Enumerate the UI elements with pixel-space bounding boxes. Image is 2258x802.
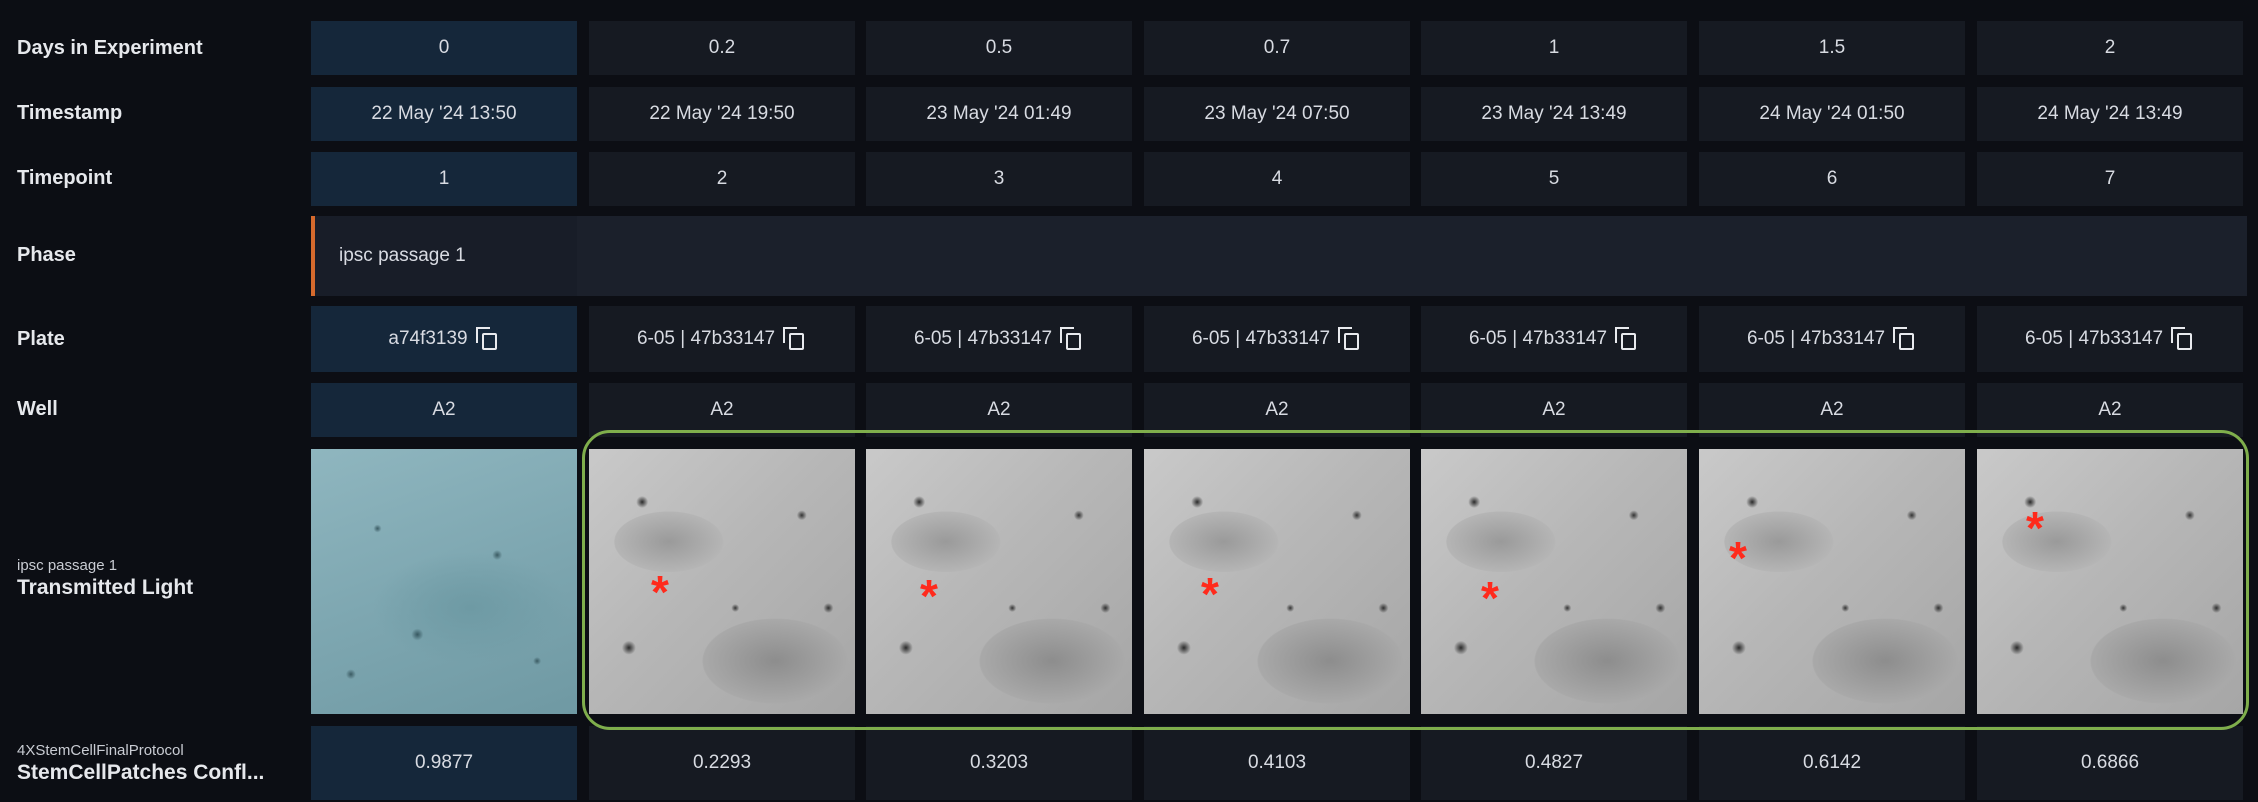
asterisk-marker: * [920,570,938,622]
metric-value-cell: 0.4103 [1144,726,1410,800]
asterisk-marker: * [1201,568,1219,620]
row-label-metric: 4XStemCellFinalProtocol StemCellPatches … [17,742,264,785]
timestamp-cell: 24 May '24 13:49 [1977,87,2243,141]
plate-id: 6-05 | 47b33147 [1191,328,1331,349]
days-cell: 0.7 [1144,21,1410,75]
timestamp-cell: 24 May '24 01:50 [1699,87,1965,141]
well-cell: A2 [866,383,1132,437]
days-cell: 1 [1421,21,1687,75]
transmitted-light-thumbnail[interactable]: * [1421,449,1687,714]
well-cell: A2 [1421,383,1687,437]
metric-value-cell: 0.4827 [1421,726,1687,800]
plate-cell: a74f3139 [311,306,577,372]
copy-icon[interactable] [1893,327,1917,351]
metric-value-cell: 0.9877 [311,726,577,800]
copy-icon[interactable] [1615,327,1639,351]
plate-cell: 6-05 | 47b33147 [1977,306,2243,372]
days-cell: 2 [1977,21,2243,75]
timestamp-cell: 23 May '24 01:49 [866,87,1132,141]
row-label-phase: Phase [17,244,76,266]
plate-cell: 6-05 | 47b33147 [1421,306,1687,372]
well-cell: A2 [589,383,855,437]
transmitted-light-thumbnail[interactable] [311,449,577,714]
plate-id: 6-05 | 47b33147 [2024,328,2164,349]
row-label-plate: Plate [17,328,65,350]
well-cell: A2 [311,383,577,437]
plate-id: a74f3139 [388,328,468,349]
highlight-outline [582,430,2249,730]
timepoint-cell: 7 [1977,152,2243,206]
row-label-well: Well [17,398,58,420]
copy-icon[interactable] [2171,327,2195,351]
days-cell: 1.5 [1699,21,1965,75]
well-cell: A2 [1699,383,1965,437]
timestamp-cell: 23 May '24 13:49 [1421,87,1687,141]
copy-icon[interactable] [783,327,807,351]
days-cell: 0.5 [866,21,1132,75]
plate-id: 6-05 | 47b33147 [636,328,776,349]
copy-icon[interactable] [475,327,500,351]
metric-value-cell: 0.6142 [1699,726,1965,800]
metric-protocol-label: 4XStemCellFinalProtocol [17,742,184,759]
asterisk-marker: * [1729,532,1747,584]
plate-id: 6-05 | 47b33147 [913,328,1053,349]
image-phase-label: ipsc passage 1 [17,557,118,574]
timepoint-cell: 3 [866,152,1132,206]
transmitted-light-thumbnail[interactable]: * [1977,449,2243,714]
transmitted-light-thumbnail[interactable]: * [1144,449,1410,714]
plate-cell: 6-05 | 47b33147 [1144,306,1410,372]
asterisk-marker: * [651,566,669,618]
metric-value-cell: 0.2293 [589,726,855,800]
well-cell: A2 [1977,383,2243,437]
row-label-image: ipsc passage 1 Transmitted Light [17,557,193,600]
timestamp-cell: 22 May '24 13:50 [311,87,577,141]
transmitted-light-thumbnail[interactable]: * [1699,449,1965,714]
plate-cell: 6-05 | 47b33147 [589,306,855,372]
plate-id: 6-05 | 47b33147 [1746,328,1886,349]
timestamp-cell: 23 May '24 07:50 [1144,87,1410,141]
plate-cell: 6-05 | 47b33147 [1699,306,1965,372]
phase-name[interactable]: ipsc passage 1 [311,216,577,296]
well-cell: A2 [1144,383,1410,437]
timepoint-cell: 2 [589,152,855,206]
timepoint-cell: 1 [311,152,577,206]
row-label-timestamp: Timestamp [17,102,123,124]
transmitted-light-thumbnail[interactable]: * [589,449,855,714]
image-channel-label: Transmitted Light [17,576,194,599]
timepoint-cell: 5 [1421,152,1687,206]
plate-id: 6-05 | 47b33147 [1468,328,1608,349]
asterisk-marker: * [1481,572,1499,624]
metric-name-label: StemCellPatches Confl... [17,761,265,784]
days-cell: 0.2 [589,21,855,75]
asterisk-marker: * [2026,502,2044,554]
copy-icon[interactable] [1338,327,1362,351]
days-cell: 0 [311,21,577,75]
phase-bar [311,216,2247,296]
row-label-days: Days in Experiment [17,37,203,59]
timestamp-cell: 22 May '24 19:50 [589,87,855,141]
row-label-timepoint: Timepoint [17,167,113,189]
timepoint-cell: 4 [1144,152,1410,206]
transmitted-light-thumbnail[interactable]: * [866,449,1132,714]
copy-icon[interactable] [1060,327,1084,351]
timepoint-cell: 6 [1699,152,1965,206]
metric-value-cell: 0.6866 [1977,726,2243,800]
plate-cell: 6-05 | 47b33147 [866,306,1132,372]
metric-value-cell: 0.3203 [866,726,1132,800]
